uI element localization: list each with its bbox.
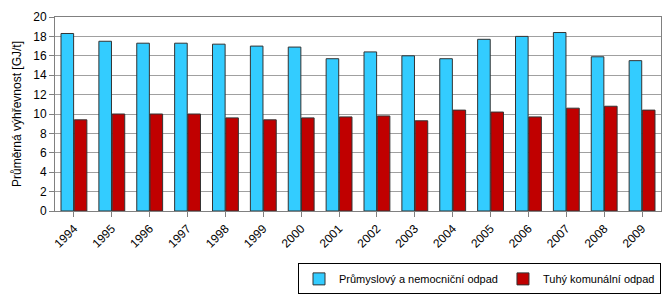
svg-text:2001: 2001 — [317, 222, 346, 251]
svg-text:2007: 2007 — [544, 222, 573, 251]
svg-text:2004: 2004 — [430, 222, 459, 251]
svg-text:2009: 2009 — [620, 222, 649, 251]
svg-text:2005: 2005 — [468, 222, 497, 251]
svg-text:20: 20 — [33, 10, 47, 24]
svg-text:2008: 2008 — [582, 222, 611, 251]
svg-text:1997: 1997 — [165, 222, 194, 251]
svg-text:4: 4 — [40, 165, 47, 179]
svg-text:14: 14 — [33, 68, 47, 82]
svg-text:Průmyslový a nemocniční odpad: Průmyslový a nemocniční odpad — [339, 273, 498, 285]
svg-text:12: 12 — [33, 88, 47, 102]
svg-text:6: 6 — [40, 146, 47, 160]
svg-text:2003: 2003 — [392, 222, 421, 251]
svg-text:2002: 2002 — [355, 222, 384, 251]
svg-text:10: 10 — [33, 107, 47, 121]
svg-text:1996: 1996 — [127, 222, 156, 251]
svg-text:Průměrná výhřevnost [GJ/t]: Průměrná výhřevnost [GJ/t] — [10, 41, 24, 187]
svg-text:2000: 2000 — [279, 222, 308, 251]
svg-text:0: 0 — [40, 204, 47, 218]
svg-text:2006: 2006 — [506, 222, 535, 251]
svg-text:1999: 1999 — [241, 222, 270, 251]
svg-text:16: 16 — [33, 49, 47, 63]
svg-text:1995: 1995 — [89, 222, 118, 251]
svg-text:18: 18 — [33, 30, 47, 44]
svg-text:1994: 1994 — [52, 222, 81, 251]
svg-text:1998: 1998 — [203, 222, 232, 251]
svg-text:Tuhý komunální odpad: Tuhý komunální odpad — [543, 273, 655, 285]
svg-text:8: 8 — [40, 127, 47, 141]
svg-text:2: 2 — [40, 185, 47, 199]
